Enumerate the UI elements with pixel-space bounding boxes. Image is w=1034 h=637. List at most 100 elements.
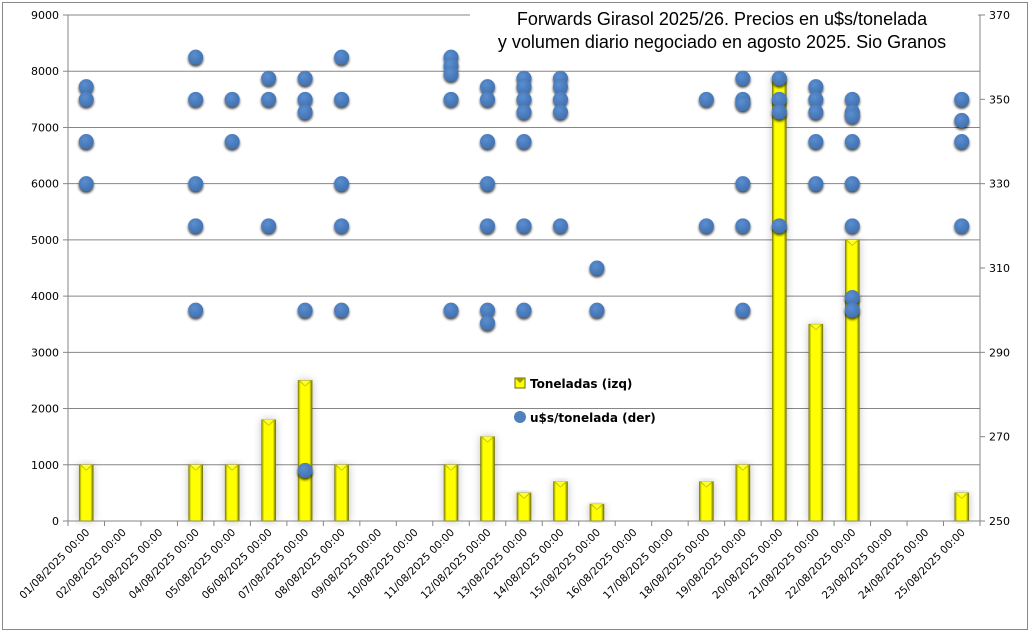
price-marker [735,176,751,192]
left-axis-tick-label: 2000 [31,403,59,416]
bar [808,323,824,522]
price-marker [552,79,568,95]
scatter-series-precio [78,49,970,478]
price-marker [188,302,204,318]
legend: Toneladas (izq) u$s/tonelada (der) [514,377,656,425]
price-marker [480,176,496,192]
left-axis-tick-label: 7000 [31,121,59,134]
chart-title: Forwards Girasol 2025/26. Precios en u$s… [470,3,978,58]
price-marker [480,91,496,107]
bar [78,464,94,522]
left-axis-tick-label: 0 [52,515,59,528]
price-marker [844,290,860,306]
bar [188,464,203,522]
price-marker [443,91,459,107]
price-marker [808,134,824,149]
price-marker [771,91,787,107]
left-axis-tick-label: 1000 [31,459,59,472]
bar [297,380,313,522]
left-axis-tick-label: 5000 [31,234,59,247]
x-axis-tick-label: 04/08/2025 00:00 [127,527,202,602]
chart-title-line: y volumen diario negociado en agosto 202… [498,32,946,52]
price-marker [297,104,313,120]
price-marker [844,176,860,192]
price-marker [954,91,970,107]
price-marker [334,302,350,318]
left-axis-tick-label: 3000 [31,346,59,359]
price-marker [188,176,204,192]
x-axis-tick-label: 08/08/2025 00:00 [273,527,348,602]
price-marker [480,315,496,331]
price-marker [589,302,605,318]
x-axis-tick-label: 22/08/2025 00:00 [783,527,858,602]
price-marker [954,112,970,128]
price-marker [188,49,204,65]
bar [480,436,495,522]
price-marker [480,79,496,95]
x-axis-tick-label: 03/08/2025 00:00 [90,527,165,602]
price-marker [334,218,350,234]
bar [553,481,568,522]
bar [735,464,751,522]
x-axis-tick-label: 10/08/2025 00:00 [346,527,421,602]
right-axis-tick-label: 250 [989,515,1010,528]
x-axis-tick-label: 12/08/2025 00:00 [419,527,494,602]
price-marker [844,108,860,124]
right-axis-tick-label: 330 [989,178,1010,191]
price-marker [443,66,459,82]
x-axis-tick-label: 05/08/2025 00:00 [163,527,238,602]
axes: 0 1000 2000 3000 4000 5000 6000 7000 8000 9000 250… [17,9,1010,602]
x-axis-tick-label: 19/08/2025 00:00 [674,527,749,602]
price-marker [808,79,824,95]
chart-title-line: Forwards Girasol 2025/26. Precios en u$s… [517,9,928,29]
price-marker [334,176,350,192]
price-marker [297,302,313,318]
price-marker [735,302,751,318]
price-marker [771,104,787,120]
price-marker [516,79,532,95]
bar [443,464,459,522]
x-axis-tick-label: 21/08/2025 00:00 [747,527,822,602]
price-marker [261,91,277,107]
x-axis-tick-label: 07/08/2025 00:00 [236,527,311,602]
price-marker [698,91,714,107]
bar [772,76,787,522]
price-marker [78,134,94,149]
price-marker [771,70,787,86]
price-marker [188,218,204,234]
price-marker [808,104,824,120]
x-axis-tick-label: 02/08/2025 00:00 [54,527,129,602]
price-marker [844,218,860,234]
x-axis-tick-label: 16/08/2025 00:00 [565,527,640,602]
bar [334,464,349,522]
x-axis-tick-label: 01/08/2025 00:00 [17,527,92,602]
price-marker [78,79,94,95]
x-axis-tick-label: 14/08/2025 00:00 [492,527,567,602]
bar [516,492,532,522]
x-axis-tick-label: 23/08/2025 00:00 [820,527,895,602]
bar [845,239,860,522]
price-marker [78,176,94,192]
price-marker [808,91,824,107]
price-marker [735,96,751,112]
price-marker [589,260,605,276]
price-marker [698,218,714,234]
price-marker [297,70,313,86]
right-axis-tick-label: 370 [989,9,1010,22]
price-marker [334,49,350,65]
x-axis-tick-label: 24/08/2025 00:00 [856,527,931,602]
price-marker [480,134,496,149]
price-marker [188,91,204,107]
price-marker [78,91,94,107]
price-marker [480,218,496,234]
price-marker [735,70,751,86]
price-marker [954,218,970,234]
price-marker [844,302,860,318]
price-marker [224,134,240,149]
price-marker [297,91,313,107]
price-marker [516,218,532,234]
x-axis-tick-label: 13/08/2025 00:00 [455,527,530,602]
price-marker [552,91,568,107]
x-axis-tick-label: 15/08/2025 00:00 [528,527,603,602]
left-axis-tick-label: 9000 [31,9,59,22]
